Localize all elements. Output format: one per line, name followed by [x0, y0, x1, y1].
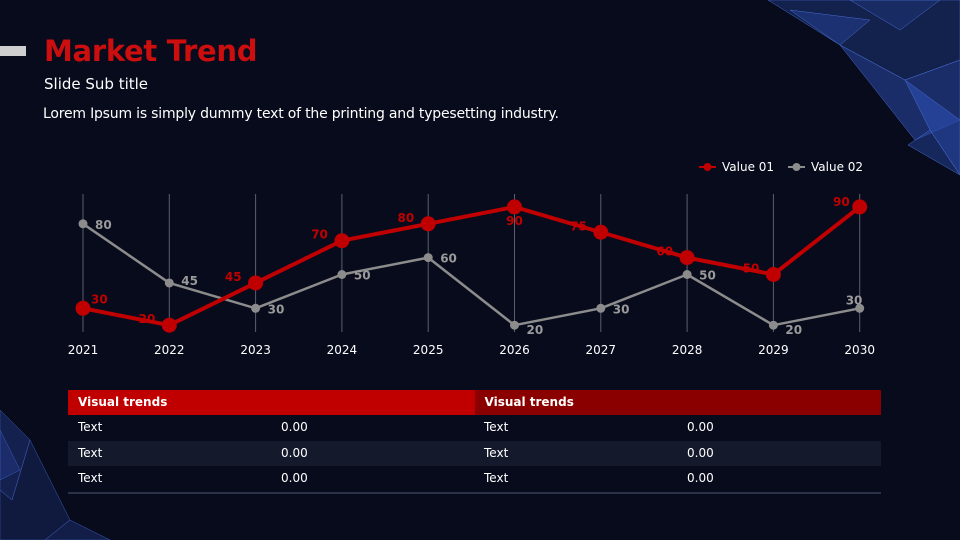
- series-1-point: [852, 199, 868, 215]
- series-1-point: [765, 267, 781, 282]
- table-cell-value: 0.00: [687, 445, 714, 460]
- title-accent-bar: [0, 46, 26, 56]
- series-2-data-label: 30: [613, 302, 630, 316]
- table-cell-value: 0.00: [281, 471, 308, 485]
- series-1-data-label: 30: [91, 292, 108, 306]
- trends-table: Visual trends Visual trends Text 0.00 Te…: [68, 390, 881, 494]
- legend-marker-dot: [792, 163, 801, 171]
- legend-marker-dot: [703, 163, 712, 171]
- x-tick-label: 2029: [758, 343, 789, 357]
- series-2-data-label: 50: [699, 269, 716, 283]
- series-2-point: [164, 278, 174, 288]
- line-chart: 2021 2022 2023 2024 2025 2026 2027 2028 2029 2030…: [68, 160, 875, 357]
- table-cell-label: Text: [484, 420, 509, 434]
- table-cell-label: Text: [78, 471, 103, 485]
- table-cell-label: Text: [78, 420, 103, 434]
- table-row: Text 0.00 Text 0.00: [68, 415, 881, 441]
- series-1-point: [161, 317, 177, 333]
- x-tick-label: 2027: [586, 343, 617, 357]
- series-1-point: [507, 199, 522, 215]
- table-row: Text 0.00 Text 0.00: [68, 466, 881, 492]
- page-description: Lorem Ipsum is simply dummy text of the …: [43, 106, 559, 122]
- x-tick-label: 2022: [154, 343, 185, 357]
- table-cell-label: Text: [484, 445, 509, 460]
- series-line-2: [82, 222, 860, 327]
- series-1-data-label: 20: [139, 312, 156, 326]
- series-2-data-label: 80: [95, 218, 112, 232]
- series-2-data-label: 50: [354, 269, 371, 283]
- series-2-point: [768, 320, 778, 330]
- x-tick-label: 2025: [413, 343, 444, 357]
- series-1-point: [420, 216, 436, 232]
- series-1-point: [593, 224, 609, 240]
- series-1-data-label: 75: [570, 219, 587, 233]
- x-tick-label: 2021: [68, 343, 99, 357]
- series-2-data-label: 30: [846, 293, 863, 307]
- series-2-data-label: 20: [785, 323, 802, 337]
- table-header-row: Visual trends Visual trends: [68, 390, 881, 415]
- series-1-data-label: 50: [743, 262, 760, 276]
- series-2-point: [251, 303, 261, 313]
- series-2-data-label: 45: [181, 274, 198, 288]
- table-header-right: Visual trends: [474, 390, 881, 415]
- table-cell-label: Text: [78, 445, 103, 460]
- series-1-data-label: 90: [506, 214, 523, 228]
- series-2-point: [855, 303, 865, 313]
- table-cell-value: 0.00: [281, 445, 308, 460]
- series-1-data-label: 70: [311, 228, 328, 242]
- series-1-data-label: 45: [225, 270, 242, 284]
- series-1-data-label: 90: [833, 195, 850, 209]
- series-2-data-label: 30: [268, 302, 285, 316]
- x-tick-label: 2023: [240, 343, 271, 357]
- series-2-data-label: 60: [440, 252, 457, 266]
- series-2-point: [510, 320, 519, 330]
- series-2-point: [337, 270, 347, 279]
- series-2-point: [596, 303, 606, 313]
- series-line-1: [82, 204, 861, 328]
- table-cell-value: 0.00: [687, 471, 714, 485]
- page-subtitle: Slide Sub title: [44, 75, 149, 93]
- series-1-point: [679, 250, 695, 266]
- table-cell-label: Text: [484, 471, 509, 485]
- series-2-point: [423, 253, 433, 263]
- x-tick-label: 2030: [844, 343, 875, 357]
- page-title: Market Trend: [44, 34, 258, 68]
- series-2-data-label: 20: [527, 323, 544, 337]
- table-header-left: Visual trends: [68, 390, 475, 415]
- table-bottom-rule: [68, 491, 881, 494]
- series-1-data-label: 60: [656, 245, 673, 259]
- table-row: Text 0.00 Text 0.00: [68, 440, 881, 466]
- series-1-point: [75, 300, 91, 316]
- legend-label: Value 02: [811, 160, 863, 174]
- series-2-point: [78, 219, 88, 229]
- series-2-point: [682, 270, 692, 279]
- series-1-point: [248, 275, 264, 291]
- series-1-data-label: 80: [397, 211, 414, 225]
- legend-label: Value 01: [722, 160, 774, 174]
- table-cell-value: 0.00: [281, 420, 308, 434]
- x-tick-label: 2028: [672, 343, 703, 357]
- table-cell-value: 0.00: [687, 420, 714, 434]
- series-1-point: [334, 233, 350, 249]
- x-tick-label: 2026: [499, 343, 530, 357]
- x-tick-label: 2024: [327, 343, 358, 357]
